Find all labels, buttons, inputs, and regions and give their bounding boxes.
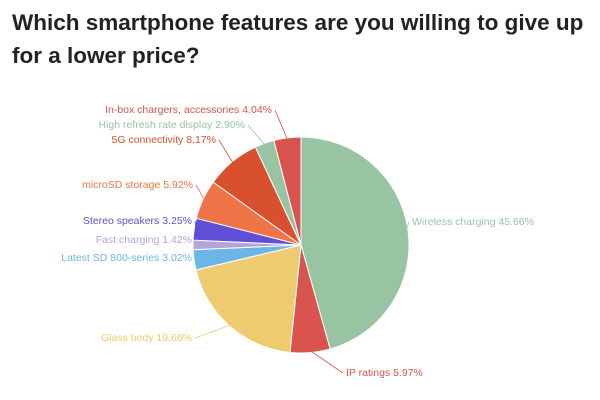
leader-line-stereo-speakers — [194, 220, 197, 230]
slice-label-wireless-charging: Wireless charging 45.66% — [412, 216, 534, 228]
slice-label-high-refresh-rate-display: High refresh rate display 2.90% — [99, 119, 246, 131]
pie-slice-in-box-chargers-accessories — [273, 136, 302, 246]
leader-line-5g-connectivity — [218, 139, 234, 164]
leader-line-high-refresh-rate-display — [247, 124, 266, 146]
slice-label-stereo-speakers: Stereo speakers 3.25% — [83, 215, 192, 227]
slice-label-glass-body: Glass body 19.66% — [101, 332, 192, 344]
pie-slice-glass-body — [195, 244, 302, 353]
slice-label-microsd-storage: microSD storage 5.92% — [82, 179, 193, 191]
chart-title: Which smartphone features are you willin… — [12, 10, 584, 68]
leader-line-glass-body — [194, 324, 232, 339]
slice-label-latest-sd-800-series: Latest SD 800-series 3.02% — [61, 252, 192, 264]
leader-line-latest-sd-800-series — [194, 257, 197, 260]
pie-slice-wireless-charging — [300, 136, 410, 350]
slice-label-ip-ratings: IP ratings 5.97% — [346, 367, 423, 379]
leader-line-ip-ratings — [309, 350, 344, 374]
slice-label-fast-charging: Fast charging 1.42% — [96, 234, 192, 246]
leader-line-wireless-charging — [405, 221, 410, 231]
slice-label-in-box-chargers-accessories: In-box chargers, accessories 4.04% — [105, 104, 272, 116]
leader-line-in-box-chargers-accessories — [274, 109, 288, 141]
slice-label-5g-connectivity: 5G connectivity 8.17% — [112, 134, 216, 146]
leader-line-microsd-storage — [195, 184, 206, 201]
